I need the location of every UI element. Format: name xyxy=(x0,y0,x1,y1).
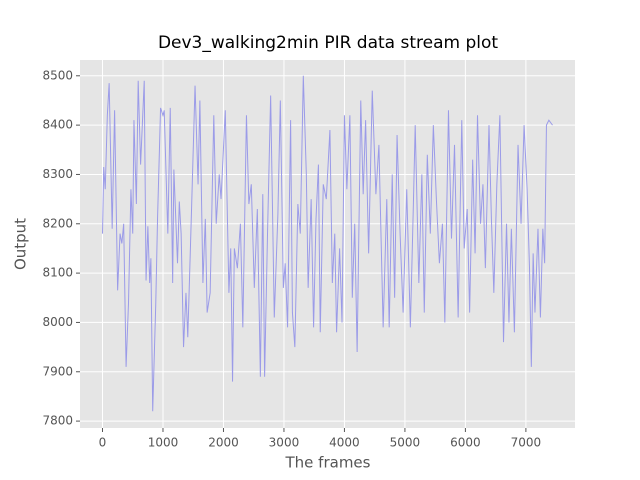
y-tick-label: 8300 xyxy=(42,167,73,181)
y-tick-label: 8400 xyxy=(42,118,73,132)
x-tick-label: 4000 xyxy=(329,436,360,450)
data-line xyxy=(102,75,553,412)
y-axis-label: Output xyxy=(12,218,30,270)
y-tick-label: 8500 xyxy=(42,68,73,82)
x-tick-label: 3000 xyxy=(269,436,300,450)
x-tick-label: 0 xyxy=(99,436,107,450)
y-tick-label: 8100 xyxy=(42,266,73,280)
y-tick-label: 8200 xyxy=(42,216,73,230)
x-axis-label: The frames xyxy=(285,454,371,472)
x-tick-label: 6000 xyxy=(450,436,481,450)
x-tick-label: 7000 xyxy=(511,436,542,450)
x-tick-label: 2000 xyxy=(208,436,239,450)
y-tick-label: 7800 xyxy=(42,414,73,428)
x-tick-label: 5000 xyxy=(390,436,421,450)
y-tick-label: 7900 xyxy=(42,364,73,378)
x-tick-label: 1000 xyxy=(148,436,179,450)
chart-title: Dev3_walking2min PIR data stream plot xyxy=(158,33,498,53)
y-tick-label: 8000 xyxy=(42,315,73,329)
